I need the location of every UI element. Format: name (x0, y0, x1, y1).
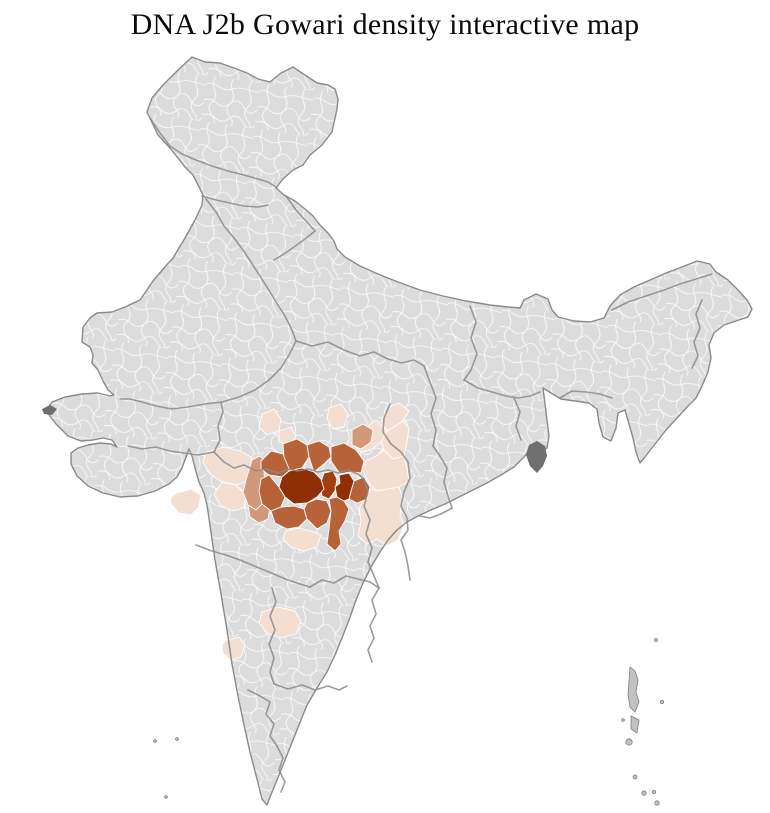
district[interactable] (213, 481, 247, 512)
district[interactable] (247, 502, 271, 524)
delta-features (42, 405, 547, 473)
district[interactable] (282, 527, 322, 552)
island-speck[interactable] (654, 638, 658, 642)
district[interactable] (278, 467, 325, 505)
island-speck[interactable] (621, 718, 625, 722)
island-groups[interactable] (153, 638, 665, 806)
andaman-island-north[interactable] (627, 666, 640, 713)
kutch-islet (42, 405, 57, 415)
district[interactable] (170, 488, 202, 516)
district[interactable] (330, 442, 365, 475)
district[interactable] (306, 440, 332, 473)
district[interactable] (351, 423, 374, 450)
district[interactable] (319, 470, 338, 500)
lakshadweep-island[interactable] (164, 795, 168, 799)
district[interactable] (282, 438, 310, 472)
district[interactable] (221, 636, 246, 662)
nicobar-island[interactable] (632, 774, 638, 780)
island-speck[interactable] (660, 700, 665, 705)
andaman-island-middle[interactable] (630, 715, 640, 734)
andaman-island-south[interactable] (625, 738, 633, 746)
nicobar-island[interactable] (654, 800, 660, 806)
nicobar-island[interactable] (641, 790, 647, 796)
state-borders (119, 117, 713, 793)
district[interactable] (361, 449, 410, 492)
map-title: DNA J2b Gowari density interactive map (130, 8, 640, 41)
district[interactable] (326, 403, 349, 430)
sundarbans-delta (526, 441, 547, 473)
nicobar-island[interactable] (652, 790, 657, 795)
lakshadweep-island[interactable] (175, 737, 179, 741)
district[interactable] (334, 472, 355, 502)
district[interactable] (258, 606, 302, 639)
district[interactable] (357, 486, 405, 547)
lakshadweep-island[interactable] (153, 739, 157, 743)
